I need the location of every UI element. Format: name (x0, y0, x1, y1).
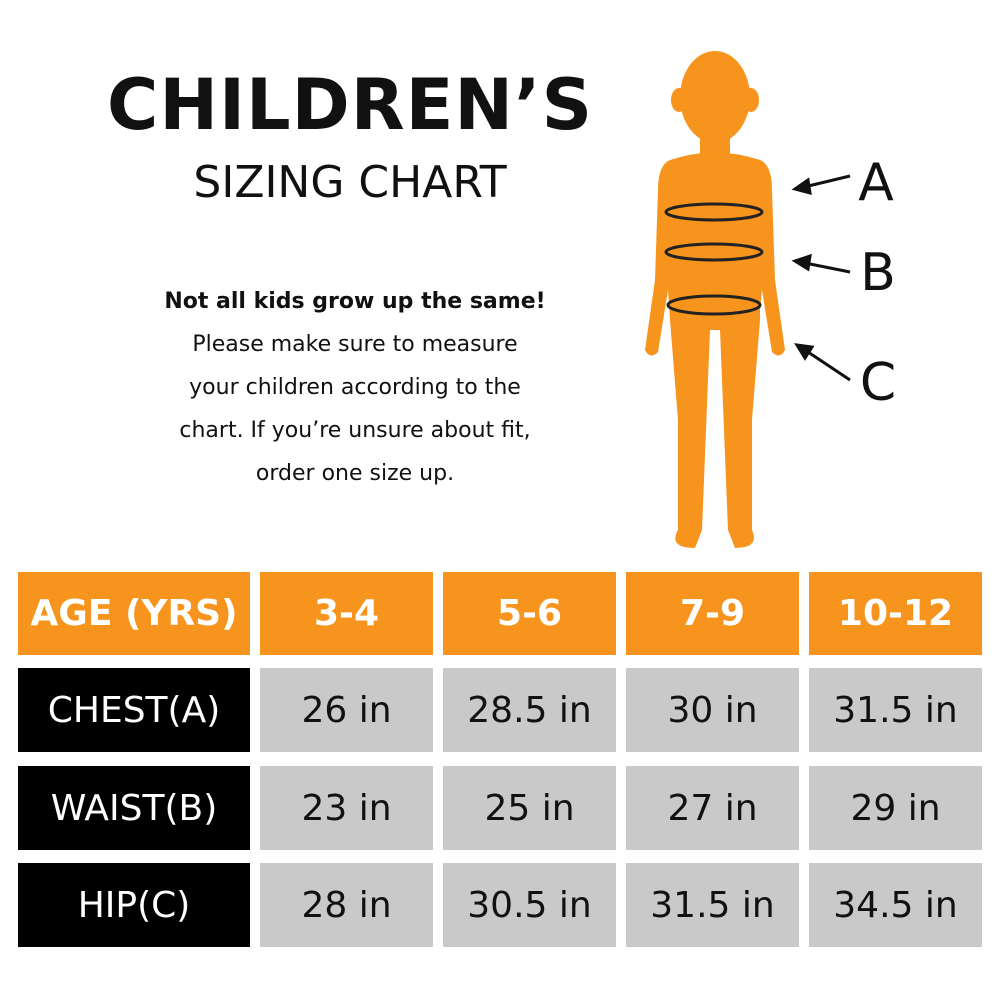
measure-rings (664, 202, 764, 316)
size-cell: 30 in (626, 668, 799, 752)
header-cell: 3-4 (260, 572, 433, 655)
figure: A B C (645, 51, 896, 548)
arrows (791, 174, 851, 382)
size-cell: 23 in (260, 766, 433, 850)
header-cell: 7-9 (626, 572, 799, 655)
header-cell: AGE (YRS) (18, 572, 250, 655)
label-a: A (858, 153, 894, 213)
intro-line: Please make sure to measure (192, 332, 518, 357)
intro-line: chart. If you’re unsure about fit, (179, 418, 531, 443)
label-b: B (860, 243, 896, 303)
size-cell: 31.5 in (809, 668, 982, 752)
size-cell: 27 in (626, 766, 799, 850)
intro: Not all kids grow up the same! Please ma… (100, 280, 610, 495)
row-label: HIP(C) (18, 863, 250, 947)
header-cell: 5-6 (443, 572, 616, 655)
title: CHILDREN’S (106, 64, 594, 146)
subtitle: SIZING CHART (193, 157, 507, 208)
row-label: CHEST(A) (18, 668, 250, 752)
size-cell: 25 in (443, 766, 616, 850)
size-cell: 28.5 in (443, 668, 616, 752)
size-cell: 26 in (260, 668, 433, 752)
child-silhouette (645, 51, 785, 548)
size-cell: 31.5 in (626, 863, 799, 947)
size-cell: 34.5 in (809, 863, 982, 947)
intro-line: order one size up. (255, 461, 455, 486)
intro-lead: Not all kids grow up the same! (164, 289, 546, 314)
row-label: WAIST(B) (18, 766, 250, 850)
intro-line: your children according to the (189, 375, 521, 400)
size-cell: 28 in (260, 863, 433, 947)
header-cell: 10-12 (809, 572, 982, 655)
size-cell: 29 in (809, 766, 982, 850)
label-c: C (860, 353, 896, 413)
size-cell: 30.5 in (443, 863, 616, 947)
